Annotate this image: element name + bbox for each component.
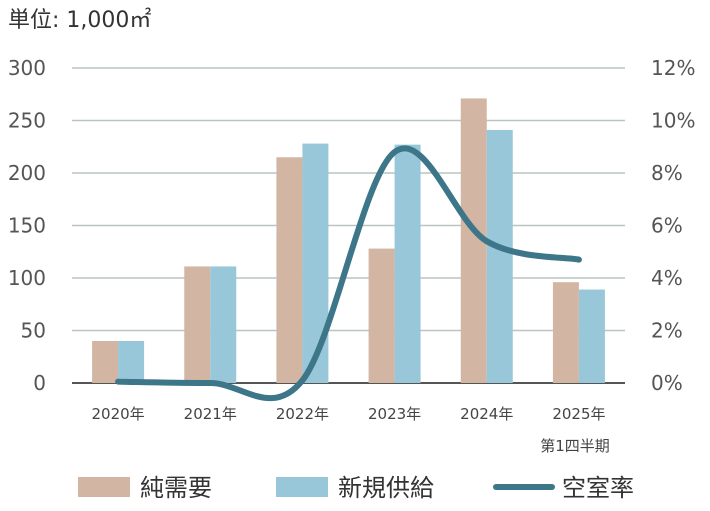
category-label: 2024年 [460, 405, 513, 423]
category-label: 2021年 [184, 405, 237, 423]
bar-new-supply [578, 289, 605, 383]
bar-net-demand [368, 248, 395, 383]
bar-new-supply [394, 144, 421, 383]
right-axis-ticks: 0% 2% 4% 6% 8% 10% 12% [651, 56, 695, 395]
legend-label-vacancy: 空室率 [562, 474, 634, 502]
bar-new-supply [118, 341, 145, 383]
category-label: 2023年 [368, 405, 421, 423]
right-tick-label: 2% [651, 319, 683, 343]
category-label: 2025年 [552, 405, 605, 423]
left-tick-label: 150 [8, 214, 46, 238]
left-tick-label: 0 [33, 371, 46, 395]
left-tick-label: 200 [8, 161, 46, 185]
legend-label-new-supply: 新規供給 [338, 474, 434, 502]
left-tick-label: 250 [8, 109, 46, 133]
right-tick-label: 12% [651, 56, 695, 80]
gridlines [72, 67, 625, 384]
vacancy-line [115, 145, 582, 402]
left-axis-ticks: 0 50 100 150 200 250 300 [8, 56, 46, 395]
left-tick-label: 300 [8, 56, 46, 80]
category-label: 2020年 [91, 405, 144, 423]
left-tick-label: 50 [21, 319, 46, 343]
category-label: 2022年 [276, 405, 329, 423]
bars [92, 98, 605, 383]
right-tick-label: 4% [651, 266, 683, 290]
bar-new-supply [486, 129, 513, 383]
bar-new-supply [210, 266, 237, 383]
category-note: 第1四半期 [540, 437, 610, 455]
legend: 純需要 新規供給 空室率 [78, 474, 634, 502]
bar-net-demand [184, 266, 211, 383]
left-tick-label: 100 [8, 266, 46, 290]
bar-new-supply [302, 143, 329, 383]
category-labels: 2020年 2021年 2022年 2023年 2024年 2025年 [91, 405, 605, 423]
unit-title: 単位: 1,000㎡ [8, 7, 151, 33]
right-tick-label: 8% [651, 161, 683, 185]
bar-net-demand [92, 341, 119, 383]
legend-label-net-demand: 純需要 [140, 474, 212, 502]
legend-swatch-net-demand [78, 477, 130, 497]
right-tick-label: 6% [651, 214, 683, 238]
right-tick-label: 0% [651, 371, 683, 395]
bar-net-demand [552, 282, 579, 383]
bar-net-demand [276, 157, 303, 383]
legend-swatch-new-supply [276, 477, 328, 497]
right-tick-label: 10% [651, 109, 695, 133]
